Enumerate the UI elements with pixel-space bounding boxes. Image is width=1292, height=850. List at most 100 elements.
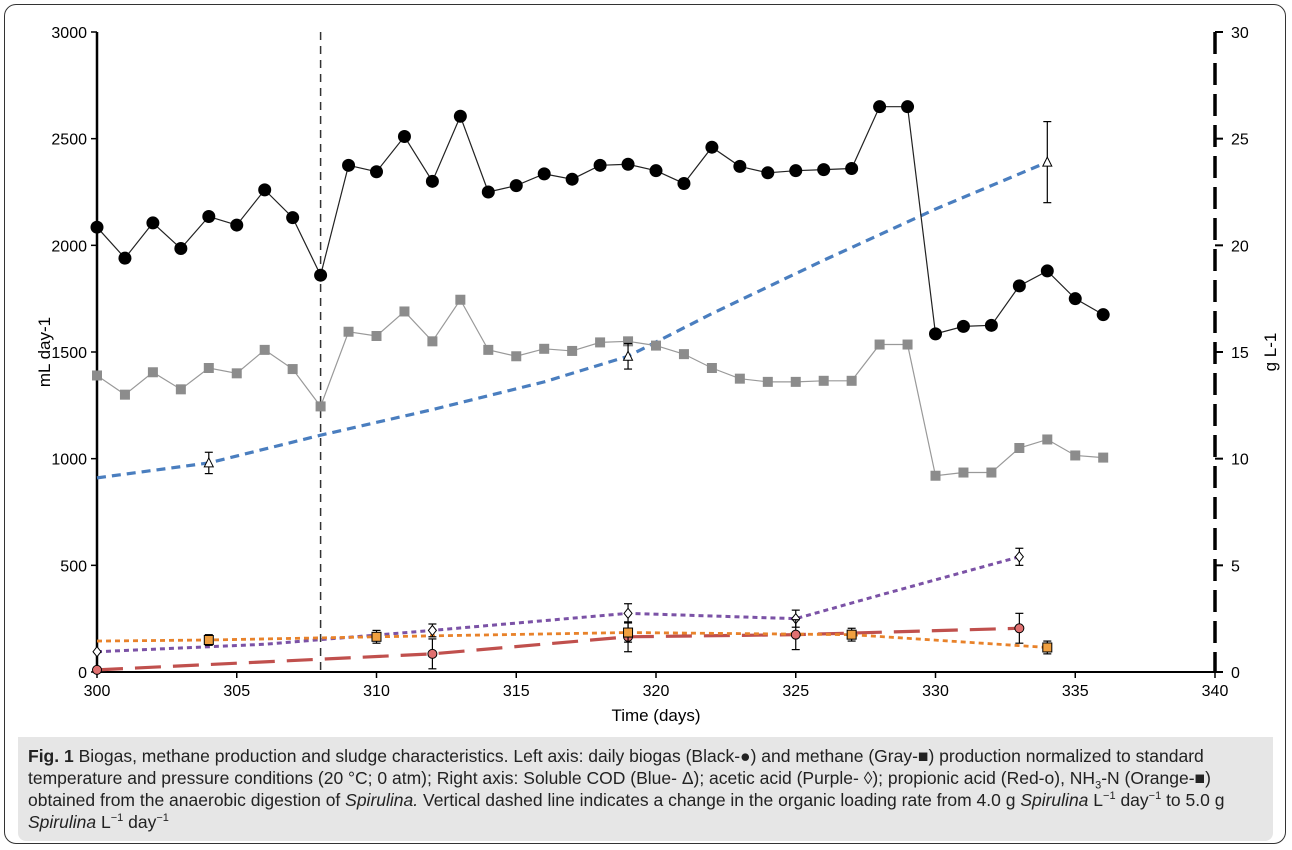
biogas-point [90,220,104,234]
methane-point [343,326,354,337]
nh3-point [1042,642,1053,653]
nh3-point [846,629,857,640]
propionic-acid-point [790,629,801,640]
methane-point [706,363,717,373]
biogas-point [1012,279,1026,293]
acetic-acid-point [1014,550,1024,563]
series-line-1 [96,106,1104,335]
caption-text-8: day [123,812,157,832]
biogas-point [817,163,831,177]
nh3-point [371,631,382,642]
biogas-point [984,318,998,332]
left-y-tick-label: 0 [78,665,87,682]
biogas-point [956,319,970,333]
propionic-acid-point [427,648,438,659]
biogas-point [621,157,635,171]
trend-lines [96,160,1048,672]
methane-point [1014,443,1025,453]
series-markers [90,100,1110,675]
methane-point [511,351,522,362]
methane-point [902,339,913,350]
x-tick-label: 310 [363,683,390,700]
x-tick-label: 325 [782,683,809,700]
methane-point [203,363,214,373]
caption-text-7: L [96,812,111,832]
cod-point [1041,156,1053,167]
methane-point [874,339,885,350]
biogas-point [761,166,775,180]
caption-sup-3: −1 [110,812,124,825]
biogas-point [705,140,719,154]
methane-point [147,367,158,378]
methane-point [427,336,438,347]
acetic-acid-point [92,645,102,658]
biogas-point [565,172,579,186]
methane-point [846,375,857,386]
biogas-point [1096,308,1110,322]
biogas-point [1068,292,1082,306]
methane-point [287,364,298,375]
methane-point [958,467,969,478]
acetic-acid-point [427,624,438,637]
acetic-acid-point [623,607,633,620]
methane-point [986,467,997,478]
x-tick-label: 330 [922,683,949,700]
biogas-point [258,183,272,197]
biogas-point [733,159,747,173]
left-y-tick-label: 500 [60,558,87,575]
caption-text-2: -N (Orange-■) obtained from the anaerobi… [28,768,1211,810]
biogas-point [370,165,383,179]
caption-text-4: L [1088,790,1104,810]
series-line-2 [96,298,1104,477]
methane-point [818,375,829,386]
trend-line-6 [96,631,1048,649]
x-tick-label: 340 [1202,683,1229,700]
nh3-point [203,635,214,645]
caption-text-1: Biogas, methane production and sludge ch… [28,746,1204,788]
caption-organism-3: Spirulina [28,812,97,832]
right-y-tick-label: 0 [1231,665,1240,682]
methane-point [539,343,550,354]
biogas-point [146,216,160,230]
biogas-point [118,251,132,265]
biogas-point [537,167,551,181]
trend-line-3 [96,160,1048,480]
caption-organism-2: Spirulina [1020,790,1089,810]
methane-point [175,384,186,395]
biogas-point [789,164,803,178]
methane-point [651,340,661,351]
caption-subscript: 3 [1095,779,1102,792]
figure-caption: Fig. 1 Biogas, methane production and sl… [18,737,1273,841]
methane-point [790,376,801,387]
methane-point [483,344,494,355]
x-tick-label: 335 [1062,683,1089,700]
caption-sup-2: −1 [1148,790,1162,803]
methane-point [119,389,130,400]
right-y-tick-label: 25 [1231,132,1249,149]
caption-organism: Spirulina. [345,790,419,810]
caption-label: Fig. 1 [28,746,74,766]
caption-sup-4: −1 [156,812,169,825]
cod-point [203,456,215,468]
methane-point [455,294,466,305]
x-tick-label: 315 [503,683,530,700]
biogas-point [593,158,607,172]
biogas-point [929,327,942,341]
caption-text-6: to 5.0 g [1161,790,1225,810]
biogas-point [174,242,188,256]
nh3-point [623,627,634,638]
biogas-point [649,164,663,178]
methane-point [259,344,270,355]
methane-point [762,376,773,387]
biogas-point [873,100,887,114]
figure-frame [4,4,1286,844]
axis-ticks: 300 305 310 315 320 325 330 335 3400500100015002… [51,25,1248,700]
chart: 300 305 310 315 320 325 330 335 3400500100015002… [35,25,1280,725]
methane-point [1070,450,1081,461]
methane-point [930,470,941,481]
right-y-axis-label: g L-1 [1261,333,1280,372]
methane-point [371,331,382,341]
biogas-point [342,158,356,172]
biogas-point [1040,264,1054,278]
biogas-point [677,176,691,190]
